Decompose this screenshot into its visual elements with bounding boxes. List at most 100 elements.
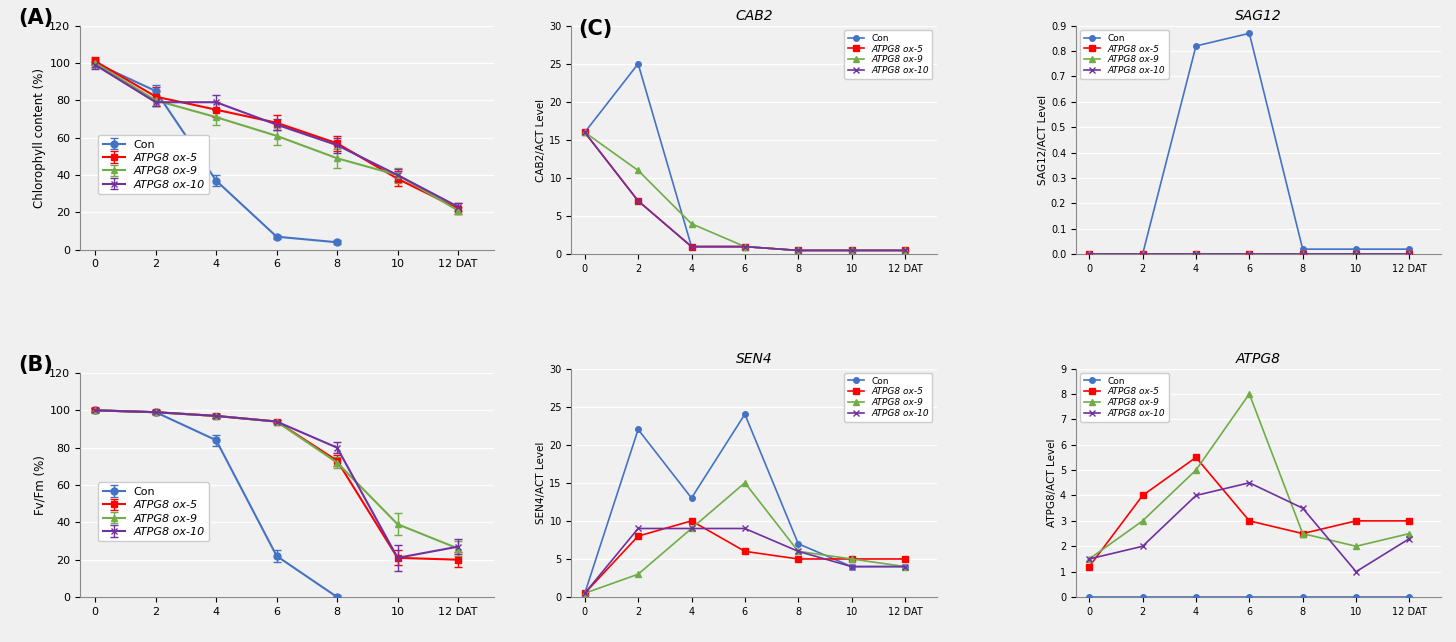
ATPG8 ox-10 — [1347, 568, 1364, 575]
ATPG8 ox-9 — [1347, 542, 1364, 550]
Legend: Con, ATPG8 ox-5, ATPG8 ox-9, ATPG8 ox-10: Con, ATPG8 ox-5, ATPG8 ox-9, ATPG8 ox-10 — [844, 30, 932, 79]
ATPG8 ox-10 — [1187, 250, 1204, 258]
Line: Con: Con — [582, 412, 907, 596]
ATPG8 ox-5 — [1187, 453, 1204, 461]
Con — [629, 426, 646, 433]
Y-axis label: SEN4/ACT Level: SEN4/ACT Level — [536, 442, 546, 524]
Con — [897, 563, 914, 571]
Con — [1347, 593, 1364, 601]
ATPG8 ox-10 — [629, 525, 646, 532]
ATPG8 ox-10 — [629, 197, 646, 205]
Con — [1347, 245, 1364, 253]
ATPG8 ox-9 — [1134, 250, 1152, 258]
ATPG8 ox-9 — [1187, 466, 1204, 474]
Y-axis label: SAG12/ACT Level: SAG12/ACT Level — [1038, 95, 1048, 185]
ATPG8 ox-10 — [1347, 250, 1364, 258]
ATPG8 ox-10 — [1294, 505, 1312, 512]
ATPG8 ox-10 — [1134, 250, 1152, 258]
Con — [843, 247, 860, 254]
Text: (B): (B) — [17, 355, 52, 375]
Con — [897, 247, 914, 254]
ATPG8 ox-9 — [1347, 250, 1364, 258]
ATPG8 ox-10 — [1241, 250, 1258, 258]
Con — [1187, 42, 1204, 50]
ATPG8 ox-10 — [843, 563, 860, 571]
ATPG8 ox-10 — [737, 243, 754, 250]
Title: SAG12: SAG12 — [1235, 9, 1283, 23]
Line: ATPG8 ox-10: ATPG8 ox-10 — [582, 526, 907, 596]
Con — [1080, 593, 1098, 601]
Line: ATPG8 ox-10: ATPG8 ox-10 — [1086, 252, 1412, 257]
ATPG8 ox-9 — [577, 128, 594, 136]
ATPG8 ox-5 — [737, 243, 754, 250]
ATPG8 ox-9 — [629, 166, 646, 174]
Con — [1134, 250, 1152, 258]
Text: (A): (A) — [17, 8, 52, 28]
ATPG8 ox-10 — [789, 548, 807, 555]
ATPG8 ox-10 — [897, 563, 914, 571]
ATPG8 ox-9 — [577, 589, 594, 597]
ATPG8 ox-9 — [629, 570, 646, 578]
Line: ATPG8 ox-9: ATPG8 ox-9 — [1086, 252, 1412, 257]
ATPG8 ox-10 — [789, 247, 807, 254]
ATPG8 ox-9 — [737, 243, 754, 250]
Line: ATPG8 ox-9: ATPG8 ox-9 — [1086, 391, 1412, 562]
ATPG8 ox-5 — [1241, 517, 1258, 525]
ATPG8 ox-9 — [1134, 517, 1152, 525]
ATPG8 ox-10 — [1401, 535, 1418, 542]
ATPG8 ox-5 — [683, 243, 700, 250]
ATPG8 ox-5 — [1241, 250, 1258, 258]
ATPG8 ox-10 — [1134, 542, 1152, 550]
ATPG8 ox-10 — [1401, 250, 1418, 258]
ATPG8 ox-5 — [789, 247, 807, 254]
ATPG8 ox-10 — [843, 247, 860, 254]
Title: ATPG8: ATPG8 — [1236, 352, 1281, 366]
Y-axis label: ATPG8/ACT Level: ATPG8/ACT Level — [1047, 438, 1057, 527]
Title: CAB2: CAB2 — [735, 9, 773, 23]
Line: ATPG8 ox-5: ATPG8 ox-5 — [1086, 455, 1412, 569]
ATPG8 ox-9 — [683, 525, 700, 532]
ATPG8 ox-9 — [897, 563, 914, 571]
ATPG8 ox-5 — [843, 555, 860, 563]
Legend: Con, ATPG8 ox-5, ATPG8 ox-9, ATPG8 ox-10: Con, ATPG8 ox-5, ATPG8 ox-9, ATPG8 ox-10 — [844, 373, 932, 422]
Line: ATPG8 ox-5: ATPG8 ox-5 — [1086, 252, 1412, 257]
ATPG8 ox-10 — [1187, 492, 1204, 499]
Y-axis label: CAB2/ACT Level: CAB2/ACT Level — [536, 98, 546, 182]
ATPG8 ox-9 — [1294, 530, 1312, 537]
ATPG8 ox-9 — [1080, 555, 1098, 563]
Con — [789, 247, 807, 254]
ATPG8 ox-9 — [1241, 250, 1258, 258]
ATPG8 ox-10 — [1080, 555, 1098, 563]
Con — [789, 540, 807, 548]
Con — [577, 589, 594, 597]
ATPG8 ox-5 — [1294, 530, 1312, 537]
ATPG8 ox-10 — [1294, 250, 1312, 258]
Line: Con: Con — [1086, 594, 1412, 600]
ATPG8 ox-10 — [737, 525, 754, 532]
ATPG8 ox-5 — [897, 247, 914, 254]
ATPG8 ox-5 — [1080, 563, 1098, 571]
ATPG8 ox-9 — [897, 247, 914, 254]
ATPG8 ox-5 — [897, 555, 914, 563]
ATPG8 ox-5 — [1134, 250, 1152, 258]
ATPG8 ox-5 — [789, 555, 807, 563]
Line: Con: Con — [582, 61, 907, 253]
ATPG8 ox-9 — [1294, 250, 1312, 258]
Con — [1134, 593, 1152, 601]
Line: ATPG8 ox-5: ATPG8 ox-5 — [582, 130, 907, 253]
ATPG8 ox-9 — [683, 220, 700, 228]
Con — [737, 410, 754, 418]
Con — [1187, 593, 1204, 601]
Con — [1241, 593, 1258, 601]
Con — [1294, 245, 1312, 253]
ATPG8 ox-9 — [737, 479, 754, 487]
ATPG8 ox-5 — [577, 128, 594, 136]
Y-axis label: Fv/Fm (%): Fv/Fm (%) — [33, 455, 47, 515]
ATPG8 ox-10 — [683, 525, 700, 532]
Line: ATPG8 ox-10: ATPG8 ox-10 — [582, 130, 907, 253]
ATPG8 ox-10 — [1241, 479, 1258, 487]
ATPG8 ox-5 — [629, 532, 646, 540]
Con — [629, 60, 646, 67]
ATPG8 ox-5 — [1347, 250, 1364, 258]
Con — [1401, 593, 1418, 601]
